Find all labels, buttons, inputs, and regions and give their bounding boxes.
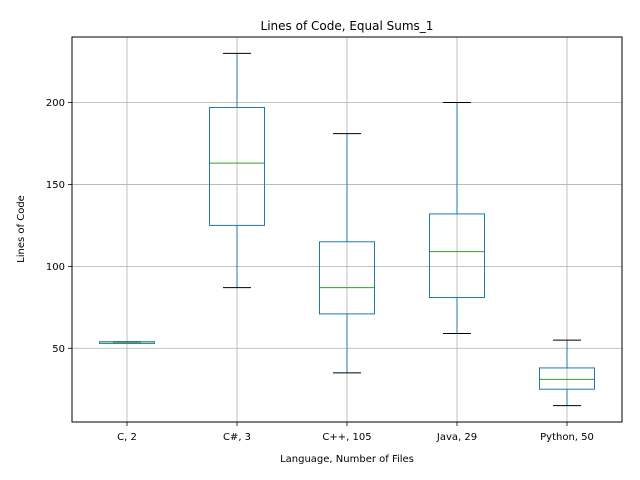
y-tick-label: 50 bbox=[52, 344, 65, 355]
x-tick-label: C, 2 bbox=[117, 432, 137, 443]
boxes bbox=[99, 52, 595, 407]
x-tick-label: Python, 50 bbox=[540, 432, 594, 443]
chart-title: Lines of Code, Equal Sums_1 bbox=[261, 19, 434, 33]
x-tick-label: Java, 29 bbox=[436, 432, 477, 443]
box-group bbox=[319, 133, 375, 374]
box-group bbox=[429, 102, 485, 335]
y-tick-label: 150 bbox=[46, 180, 65, 191]
iqr-box bbox=[209, 106, 265, 226]
x-tick-label: C++, 105 bbox=[322, 432, 371, 443]
iqr-box bbox=[429, 213, 485, 298]
y-tick-label: 200 bbox=[46, 98, 65, 109]
ticks: C, 2 C#, 3 C++, 105 Java, 29 Python, 50 50 100… bbox=[46, 98, 594, 443]
box-group bbox=[539, 339, 595, 407]
box-group bbox=[209, 52, 265, 289]
box-group bbox=[99, 341, 155, 344]
y-tick-label: 100 bbox=[46, 262, 65, 273]
iqr-box bbox=[319, 241, 375, 315]
y-axis-label: Lines of Code bbox=[16, 195, 27, 263]
x-tick-label: C#, 3 bbox=[223, 432, 251, 443]
iqr-box bbox=[539, 367, 595, 390]
x-axis-label: Language, Number of Files bbox=[280, 454, 414, 465]
